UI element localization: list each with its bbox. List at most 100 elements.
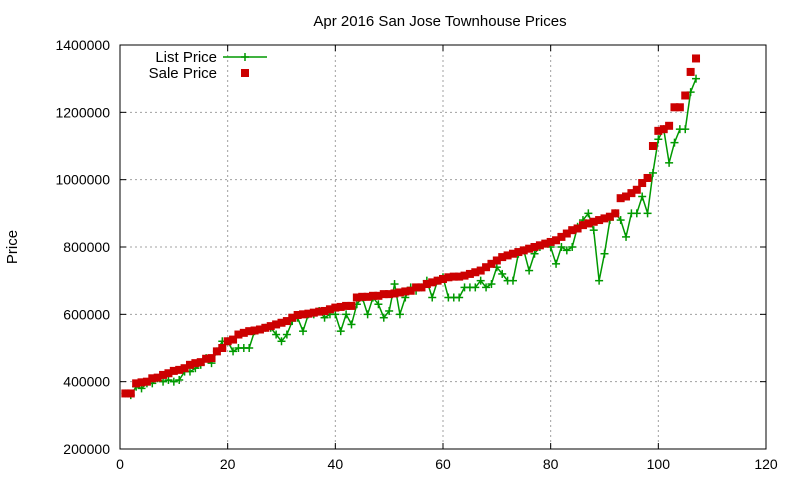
sale-price-point [692, 54, 701, 63]
list-price-point [471, 283, 480, 292]
sale-price-point [605, 212, 614, 221]
grid [120, 45, 766, 449]
sale-price-point [492, 256, 501, 265]
x-tick-label: 120 [754, 456, 778, 472]
sale-price-point [514, 248, 523, 257]
y-tick-label: 400000 [63, 374, 110, 390]
y-axis-title: Price [4, 230, 21, 264]
sale-price-point [255, 325, 264, 334]
y-tick-label: 1000000 [55, 172, 110, 188]
list-price-point [385, 306, 394, 315]
sale-price-point [142, 377, 151, 386]
sale-price-point [578, 221, 587, 230]
sale-price-point [223, 337, 232, 346]
list-price-point [374, 300, 383, 309]
list-price-point [622, 232, 631, 241]
sale-price-point [525, 244, 534, 253]
list-price-point [681, 125, 690, 134]
list-price-point [159, 377, 168, 386]
list-price-point [175, 375, 184, 384]
legend: List Price Sale Price [149, 49, 267, 82]
sale-price-point [444, 273, 453, 282]
legend-cross [241, 53, 249, 61]
y-tick-label: 1400000 [55, 37, 110, 53]
sale-price-point [616, 194, 625, 203]
sale-price-point [325, 305, 334, 314]
chart-title: Apr 2016 San Jose Townhouse Prices [313, 13, 566, 30]
sale-price-point [508, 249, 517, 258]
sale-price-point [126, 389, 135, 398]
legend-label-list-price: List Price [155, 49, 217, 66]
sale-price-point [202, 354, 211, 363]
sale-price-point [439, 274, 447, 283]
list-price-point [508, 276, 517, 285]
list-price-point [229, 347, 238, 356]
sale-price-point [261, 323, 270, 332]
sale-price-point [476, 266, 485, 275]
sale-price-point [169, 366, 178, 375]
sale-price-point [293, 311, 302, 320]
sale-price-point [433, 276, 442, 285]
list-price-point [164, 375, 173, 384]
list-price-point [487, 280, 496, 289]
sale-price-point [250, 326, 259, 335]
sale-price-point [191, 359, 200, 368]
sale-price-point [320, 306, 329, 315]
sale-price-point [530, 243, 539, 251]
x-tick-label: 60 [435, 456, 451, 472]
sale-price-point [659, 125, 668, 134]
sale-price-point [487, 259, 496, 268]
sale-price-point [331, 303, 340, 312]
list-price-point [363, 310, 372, 319]
list-price-point [498, 269, 507, 278]
sale-price-point [390, 289, 399, 298]
sale-price-point [670, 103, 679, 112]
sale-price-point [428, 278, 437, 287]
list-price-point [562, 246, 571, 255]
legend-sample-list-price [223, 53, 267, 61]
list-price-point [648, 168, 657, 177]
sale-price-point [180, 364, 189, 373]
sale-price-point [627, 189, 636, 198]
sale-price-point [352, 293, 361, 302]
list-price-point [395, 310, 404, 319]
sale-price-point [374, 291, 383, 300]
sale-price-point [557, 232, 566, 241]
sale-price-point [164, 369, 173, 378]
sale-price-point [600, 214, 609, 223]
list-price-point [525, 266, 534, 275]
list-price-point [595, 276, 604, 285]
list-price-point [379, 313, 388, 322]
list-price-point [455, 293, 464, 302]
list-price-point [643, 209, 652, 218]
sale-price-point [363, 292, 372, 301]
x-tick-label: 100 [647, 456, 671, 472]
sale-price-point [412, 283, 421, 292]
sale-price-point [395, 288, 404, 297]
legend-sample-sale-price [241, 69, 249, 77]
sale-price-point [239, 328, 248, 337]
sale-price-point [541, 239, 550, 248]
plot-area [121, 54, 701, 400]
sale-price-point [552, 236, 561, 245]
sale-price-point [336, 302, 345, 311]
sale-price-point [654, 126, 663, 135]
list-price-point [557, 243, 566, 251]
sale-price-point [632, 185, 641, 194]
sale-price-point [342, 301, 351, 310]
y-tick-label: 600000 [63, 306, 110, 322]
sale-price-point [153, 373, 162, 382]
sale-price-point [234, 330, 243, 339]
list-price-point [336, 327, 345, 336]
list-price-point [428, 293, 437, 302]
list-price-point [277, 337, 286, 346]
sale-price-point [568, 226, 577, 235]
sale-price-point [562, 229, 571, 238]
sale-price-point [675, 103, 684, 112]
x-tick-label: 40 [328, 456, 344, 472]
list-price-point [692, 74, 701, 83]
sale-price-point [288, 313, 297, 322]
sale-price-point [422, 280, 431, 289]
list-price-point [342, 310, 351, 319]
list-price-point [476, 276, 485, 285]
